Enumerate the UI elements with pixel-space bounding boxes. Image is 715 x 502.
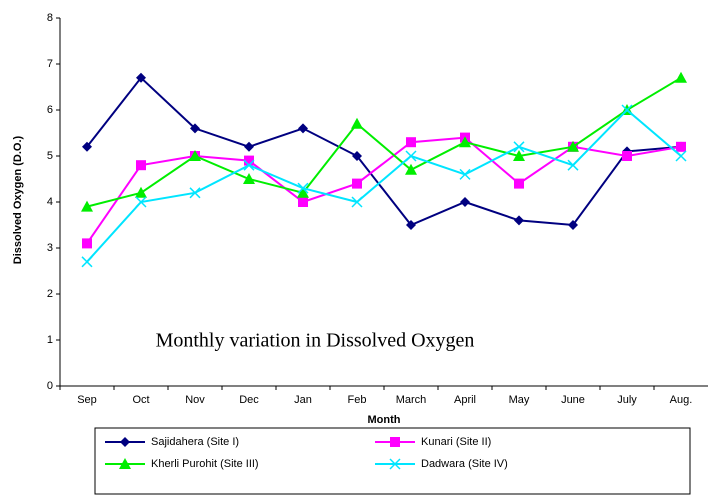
legend-label: Sajidahera (Site I): [151, 436, 239, 448]
data-point: [297, 182, 309, 194]
data-point: [244, 141, 254, 152]
data-point: [190, 123, 200, 134]
data-point: [675, 71, 687, 83]
data-point: [81, 256, 93, 268]
data-point: [298, 123, 308, 134]
data-point: [567, 159, 579, 171]
y-tick-label: 7: [47, 58, 53, 70]
series-line: [86, 136, 682, 244]
data-point: [135, 196, 147, 208]
x-tick-label: Jan: [294, 394, 312, 406]
data-point: [513, 150, 525, 161]
y-tick-label: 1: [47, 334, 53, 346]
data-point: [244, 155, 254, 166]
x-tick-label: March: [396, 394, 427, 406]
data-point: [81, 200, 93, 212]
x-tick-label: May: [509, 394, 530, 406]
series-line: [86, 108, 682, 263]
data-point: [459, 136, 471, 148]
x-tick-label: Oct: [132, 394, 149, 406]
y-tick-label: 5: [47, 150, 53, 162]
x-tick-label: Feb: [348, 394, 367, 406]
y-tick-label: 3: [47, 242, 53, 254]
data-point: [298, 197, 308, 207]
data-point: [82, 238, 92, 249]
y-tick-label: 8: [47, 12, 53, 24]
x-tick-label: July: [617, 394, 637, 406]
y-tick-label: 2: [47, 288, 53, 300]
series-line: [86, 76, 682, 227]
legend-marker: [119, 458, 131, 469]
data-point: [676, 141, 686, 152]
legend-label: Kherli Purohit (Site III): [151, 458, 259, 470]
data-point: [622, 151, 632, 161]
legend-marker: [120, 437, 130, 447]
data-point: [297, 186, 309, 198]
data-point: [514, 178, 524, 189]
data-point: [568, 220, 578, 230]
x-tick-label: Sep: [77, 394, 97, 406]
data-point: [351, 196, 363, 208]
data-point: [352, 151, 362, 161]
data-point: [82, 141, 92, 152]
data-point: [567, 140, 579, 152]
data-point: [406, 220, 416, 230]
data-point: [513, 141, 525, 153]
x-tick-label: Aug.: [670, 394, 693, 406]
data-point: [189, 187, 201, 199]
annotation: Monthly variation in Dissolved Oxygen: [156, 330, 475, 352]
y-tick-label: 4: [47, 196, 53, 208]
legend-label: Kunari (Site II): [421, 436, 491, 448]
data-point: [460, 197, 470, 207]
y-tick-label: 6: [47, 104, 53, 116]
data-point: [514, 215, 524, 226]
data-point: [405, 150, 417, 162]
data-point: [621, 104, 633, 116]
data-point: [406, 137, 416, 148]
data-point: [675, 150, 687, 162]
y-tick-label: 0: [47, 380, 53, 392]
data-point: [459, 168, 471, 180]
data-point: [405, 163, 417, 175]
x-tick-label: April: [454, 394, 476, 406]
data-point: [351, 117, 363, 129]
data-point: [135, 186, 147, 198]
data-point: [243, 173, 255, 184]
data-point: [352, 178, 362, 189]
legend-marker: [390, 437, 400, 447]
data-point: [243, 159, 255, 171]
data-point: [189, 150, 201, 161]
x-tick-label: Dec: [239, 394, 259, 406]
legend-marker: [389, 458, 401, 470]
series-line: [86, 76, 682, 208]
data-point: [136, 72, 146, 83]
x-axis-label: Month: [368, 414, 401, 426]
data-point: [136, 160, 146, 171]
legend-label: Dadwara (Site IV): [421, 458, 508, 470]
y-axis-label: Dissolved Oxygen (D.O.): [12, 135, 24, 264]
x-tick-label: June: [561, 394, 585, 406]
x-tick-label: Nov: [185, 394, 205, 406]
